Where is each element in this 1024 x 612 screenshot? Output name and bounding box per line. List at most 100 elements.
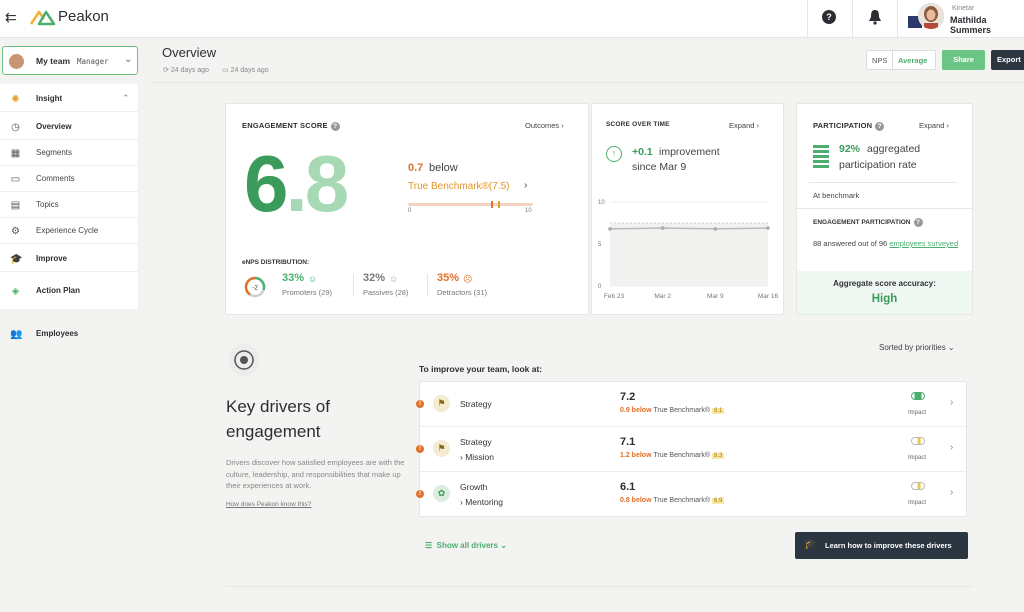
card-title-text: ENGAGEMENT SCORE xyxy=(242,121,328,130)
sidebar-item-insight[interactable]: ✺ Insight ⌃ xyxy=(0,87,139,112)
sidebar-item-label: Topics xyxy=(36,200,59,209)
how-peakon-knows-link[interactable]: How does Peakon know this? xyxy=(226,501,312,508)
true-benchmark-link[interactable]: True Benchmark®(7.5) xyxy=(408,181,510,192)
share-button[interactable]: Share xyxy=(942,50,985,70)
benchmark-area xyxy=(610,223,768,286)
accuracy-value: High xyxy=(871,293,898,305)
page-title: Overview xyxy=(162,45,217,60)
help-icon[interactable]: ? xyxy=(875,121,885,131)
sidebar-item-label: Improve xyxy=(36,254,68,263)
help-icon[interactable]: ? xyxy=(330,121,340,131)
impact-label: Impact xyxy=(908,500,927,506)
action-plan-icon: ◈ xyxy=(11,286,20,297)
driver-benchmark-label: True Benchmark® xyxy=(653,497,710,504)
enps-title: eNPS DISTRIBUTION: xyxy=(242,259,310,266)
flag-icon: ⚑ xyxy=(433,440,450,457)
sort-dropdown[interactable]: Sorted by priorities ⌄ xyxy=(879,343,955,352)
help-icon[interactable]: ? xyxy=(913,218,923,227)
driver-row-strategy[interactable]: ! ⚑ Strategy 7.2 0.9 below True Benchmar… xyxy=(416,382,966,427)
bell-icon[interactable] xyxy=(868,9,882,25)
detractors-pct: 35% xyxy=(437,272,460,284)
chevron-down-icon: ⌄ xyxy=(124,54,133,65)
show-all-drivers-label: Show all drivers xyxy=(436,541,498,550)
below-benchmark-value: 0.7 xyxy=(408,162,424,174)
team-name: My team xyxy=(36,56,71,66)
score-marker xyxy=(491,201,493,208)
expand-link[interactable]: Expand › xyxy=(729,121,760,130)
driver-score: 7.2 xyxy=(620,391,636,403)
score-mode-toggle[interactable]: NPS Average xyxy=(866,50,936,70)
expand-link[interactable]: Expand › xyxy=(919,121,950,130)
sidebar-item-experience-cycle[interactable]: ⚙ Experience Cycle xyxy=(0,219,139,244)
divider xyxy=(892,51,893,69)
card-title: ENGAGEMENT SCORE? xyxy=(242,121,340,131)
toggle-nps[interactable]: NPS xyxy=(872,56,888,65)
engagement-participation-title: ENGAGEMENT PARTICIPATION? xyxy=(813,218,923,227)
driver-row-mentoring[interactable]: ! ✿ Growth › Mentoring 6.1 0.8 below Tru… xyxy=(416,472,966,517)
arrow-up-icon: ↑ xyxy=(606,146,622,162)
sidebar-item-employees[interactable]: 👥 Employees xyxy=(0,322,139,347)
x-tick-label: Mar 2 xyxy=(654,293,671,300)
team-selector[interactable]: My team Manager ⌄ xyxy=(2,46,138,75)
improvement-value: +0.1 xyxy=(632,146,653,158)
menu-collapse-icon[interactable]: ⇇ xyxy=(5,9,17,25)
toggle-average[interactable]: Average xyxy=(898,56,928,65)
sidebar-item-topics[interactable]: ▤ Topics xyxy=(0,193,139,218)
driver-row-mission[interactable]: ! ⚑ Strategy › Mission 7.1 1.2 below Tru… xyxy=(416,427,966,472)
passives-pct: 32% xyxy=(363,272,386,284)
passives-label: Passives (28) xyxy=(363,288,409,297)
divider xyxy=(353,274,354,296)
driver-delta: 0.8 below True Benchmark® 6.9 xyxy=(620,497,725,504)
warning-icon: ! xyxy=(416,490,424,498)
driver-subname: › Mentoring xyxy=(460,497,503,507)
answered-count: 88 answered out of 96 xyxy=(813,239,888,248)
last-survey-value: 24 days ago xyxy=(230,67,269,74)
sidebar-item-overview[interactable]: ◷ Overview xyxy=(0,115,139,140)
divider xyxy=(809,182,957,183)
detractors-label: Detractors (31) xyxy=(437,288,488,297)
show-all-drivers-button[interactable]: ☰ Show all drivers ⌄ xyxy=(425,541,507,550)
top-bar: ⇇ Peakon ? Kinetar Mathilda Summers xyxy=(0,0,1024,38)
sidebar-item-improve[interactable]: 🎓 Improve xyxy=(0,247,139,272)
divider xyxy=(807,0,808,38)
export-button[interactable]: Export xyxy=(991,50,1024,70)
driver-name: Strategy xyxy=(460,399,492,409)
learn-improve-label: Learn how to improve these drivers xyxy=(825,541,952,550)
user-name[interactable]: Mathilda Summers xyxy=(950,15,992,35)
neutral-face-icon: ☺ xyxy=(389,274,399,284)
brand-name: Peakon xyxy=(58,8,109,25)
driver-score: 7.1 xyxy=(620,436,636,448)
benchmark-status: At benchmark xyxy=(813,191,860,200)
sidebar-nav: ✺ Insight ⌃ ◷ Overview ▦ Segments ▭ Comm… xyxy=(0,84,139,309)
sidebar-item-segments[interactable]: ▦ Segments xyxy=(0,141,139,166)
improve-icon: 🎓 xyxy=(10,254,23,265)
employees-surveyed-link[interactable]: employees surveyed xyxy=(889,239,959,248)
outcomes-link[interactable]: Outcomes › xyxy=(525,121,564,130)
promoters-pct: 33% xyxy=(282,272,305,284)
accuracy-box: Aggregate score accuracy: High xyxy=(797,271,972,314)
divider xyxy=(225,586,973,587)
impact-label: Impact xyxy=(908,455,927,461)
warning-icon: ! xyxy=(416,445,424,453)
score-point xyxy=(766,226,770,230)
impact-medium-icon xyxy=(911,437,925,445)
participation-card: PARTICIPATION? Expand › 92% aggregated p… xyxy=(796,103,973,315)
help-icon[interactable]: ? xyxy=(822,10,836,24)
divider xyxy=(797,208,972,209)
divider xyxy=(150,82,1024,83)
user-avatar[interactable] xyxy=(918,3,944,29)
divider xyxy=(852,0,853,38)
x-tick-label: Mar 9 xyxy=(707,293,724,300)
driver-delta: 1.2 below True Benchmark® 8.3 xyxy=(620,452,725,459)
learn-improve-button[interactable]: 🎓 Learn how to improve these drivers xyxy=(795,532,968,559)
growth-icon: ✿ xyxy=(433,485,450,502)
sidebar-item-action-plan[interactable]: ◈ Action Plan xyxy=(0,279,139,304)
sidebar-item-comments[interactable]: ▭ Comments xyxy=(0,167,139,192)
chevron-right-icon: › xyxy=(524,180,528,191)
chevron-right-icon: › xyxy=(950,397,954,408)
participation-bars-icon xyxy=(813,145,829,168)
chevron-right-icon: › xyxy=(950,487,954,498)
team-avatar xyxy=(9,54,24,69)
participation-text: aggregated xyxy=(867,143,921,155)
sidebar-item-label: Segments xyxy=(36,148,73,157)
